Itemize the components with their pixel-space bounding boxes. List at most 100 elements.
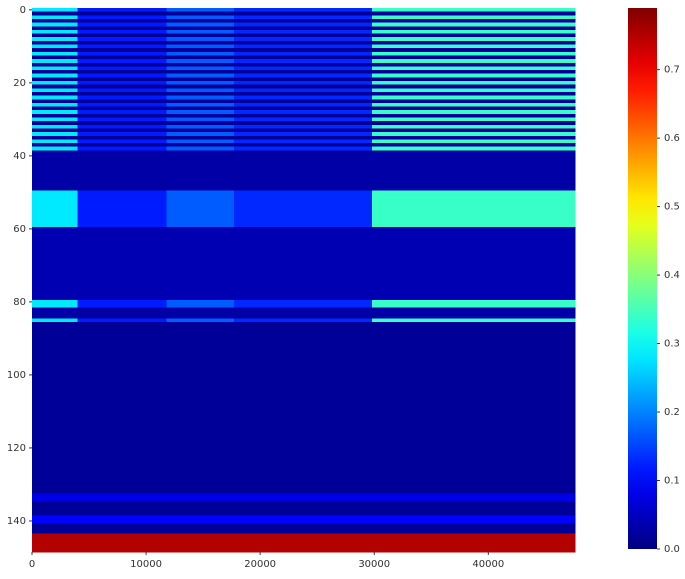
heatmap-cell bbox=[233, 51, 373, 56]
heatmap-cell bbox=[77, 11, 167, 16]
heatmap-cell bbox=[371, 515, 576, 524]
heatmap-cell bbox=[77, 102, 167, 107]
heatmap-cell bbox=[371, 59, 576, 64]
colorbar-tick-label: 0.6 bbox=[664, 133, 680, 144]
colorbar-tick-label: 0.4 bbox=[664, 270, 680, 281]
heatmap-cell bbox=[77, 150, 167, 191]
heatmap-cell bbox=[77, 135, 167, 140]
heatmap-cell bbox=[233, 48, 373, 53]
heatmap-cell bbox=[77, 51, 167, 56]
heatmap-cell bbox=[32, 8, 78, 12]
heatmap-cell bbox=[371, 124, 576, 129]
heatmap-cell bbox=[166, 26, 235, 31]
heatmap-cell bbox=[166, 44, 235, 49]
heatmap-cell bbox=[166, 37, 235, 42]
heatmap-cell bbox=[233, 102, 373, 107]
heatmap-cell bbox=[77, 48, 167, 53]
heatmap-cell bbox=[166, 128, 235, 133]
heatmap-cell bbox=[233, 22, 373, 27]
heatmap-cell bbox=[371, 135, 576, 140]
heatmap-cell bbox=[166, 143, 235, 148]
heatmap-cell bbox=[77, 70, 167, 75]
heatmap-cell bbox=[77, 26, 167, 31]
y-tick-label: 60 bbox=[13, 224, 26, 235]
heatmap-cell bbox=[166, 110, 235, 115]
heatmap-cell bbox=[32, 493, 78, 502]
heatmap-cell bbox=[371, 190, 576, 228]
heatmap-cell bbox=[371, 300, 576, 308]
heatmap-cell bbox=[166, 8, 235, 12]
heatmap-cell bbox=[233, 26, 373, 31]
heatmap-cell bbox=[32, 307, 78, 319]
heatmap-cell bbox=[166, 493, 235, 502]
heatmap-cell bbox=[166, 15, 235, 20]
heatmap-cell bbox=[233, 84, 373, 89]
x-tick-label: 0 bbox=[29, 559, 35, 570]
heatmap-cell bbox=[371, 26, 576, 31]
heatmap-cell bbox=[371, 84, 576, 89]
heatmap-cell bbox=[233, 8, 373, 12]
heatmap-cell bbox=[77, 106, 167, 111]
heatmap-cell bbox=[371, 37, 576, 42]
heatmap-cell bbox=[32, 124, 78, 129]
heatmap-cell bbox=[233, 37, 373, 42]
heatmap-cell bbox=[166, 139, 235, 144]
heatmap-cell bbox=[371, 113, 576, 118]
colorbar-tick-label: 0.0 bbox=[664, 544, 680, 555]
heatmap-cell bbox=[371, 8, 576, 12]
heatmap-cell bbox=[77, 227, 167, 301]
y-tick-label: 80 bbox=[13, 297, 26, 308]
heatmap-cell bbox=[371, 121, 576, 126]
heatmap-cell bbox=[371, 48, 576, 53]
heatmap-cell bbox=[166, 124, 235, 129]
heatmap-cell bbox=[77, 15, 167, 20]
heatmap-cell bbox=[371, 307, 576, 319]
heatmap-cell bbox=[371, 139, 576, 144]
heatmap-cell bbox=[32, 110, 78, 115]
heatmap-cell bbox=[166, 81, 235, 85]
heatmap-cell bbox=[32, 70, 78, 75]
heatmap-cell bbox=[233, 106, 373, 111]
heatmap-cell bbox=[166, 51, 235, 56]
heatmap-cell bbox=[166, 48, 235, 53]
heatmap-cell bbox=[233, 139, 373, 144]
heatmap-cell bbox=[233, 135, 373, 140]
heatmap-cell bbox=[233, 70, 373, 75]
heatmap-cell bbox=[166, 84, 235, 89]
heatmap-cell bbox=[166, 190, 235, 228]
heatmap-cell bbox=[233, 99, 373, 104]
heatmap-cell bbox=[233, 95, 373, 100]
heatmap-cell bbox=[32, 150, 78, 191]
heatmap-cell bbox=[77, 59, 167, 64]
heatmap-cell bbox=[32, 321, 78, 494]
heatmap-cell bbox=[166, 106, 235, 111]
heatmap-cell bbox=[32, 40, 78, 45]
heatmap-cell bbox=[233, 132, 373, 137]
heatmap-cell bbox=[32, 77, 78, 82]
heatmap-cell bbox=[233, 88, 373, 93]
heatmap-cell bbox=[233, 18, 373, 23]
heatmap-cell bbox=[77, 66, 167, 71]
heatmap-cell bbox=[233, 493, 373, 502]
heatmap-cell bbox=[32, 533, 78, 553]
heatmap-cell bbox=[233, 150, 373, 191]
heatmap-cell bbox=[166, 66, 235, 71]
heatmap-cell bbox=[32, 190, 78, 228]
heatmap-cell bbox=[233, 128, 373, 133]
heatmap-cell bbox=[233, 318, 373, 323]
x-tick-label: 30000 bbox=[358, 559, 390, 570]
heatmap-cell bbox=[32, 33, 78, 38]
heatmap-cell bbox=[233, 121, 373, 126]
heatmap-cell bbox=[371, 91, 576, 96]
heatmap-cell bbox=[233, 77, 373, 82]
heatmap-cell bbox=[166, 113, 235, 118]
heatmap-cell bbox=[166, 132, 235, 137]
heatmap-cell bbox=[32, 146, 78, 151]
heatmap-cell bbox=[32, 11, 78, 16]
heatmap-cell bbox=[32, 48, 78, 53]
heatmap-cell bbox=[166, 88, 235, 93]
heatmap-cell bbox=[32, 522, 78, 535]
heatmap-cell bbox=[77, 300, 167, 308]
y-tick-label: 120 bbox=[7, 443, 26, 454]
